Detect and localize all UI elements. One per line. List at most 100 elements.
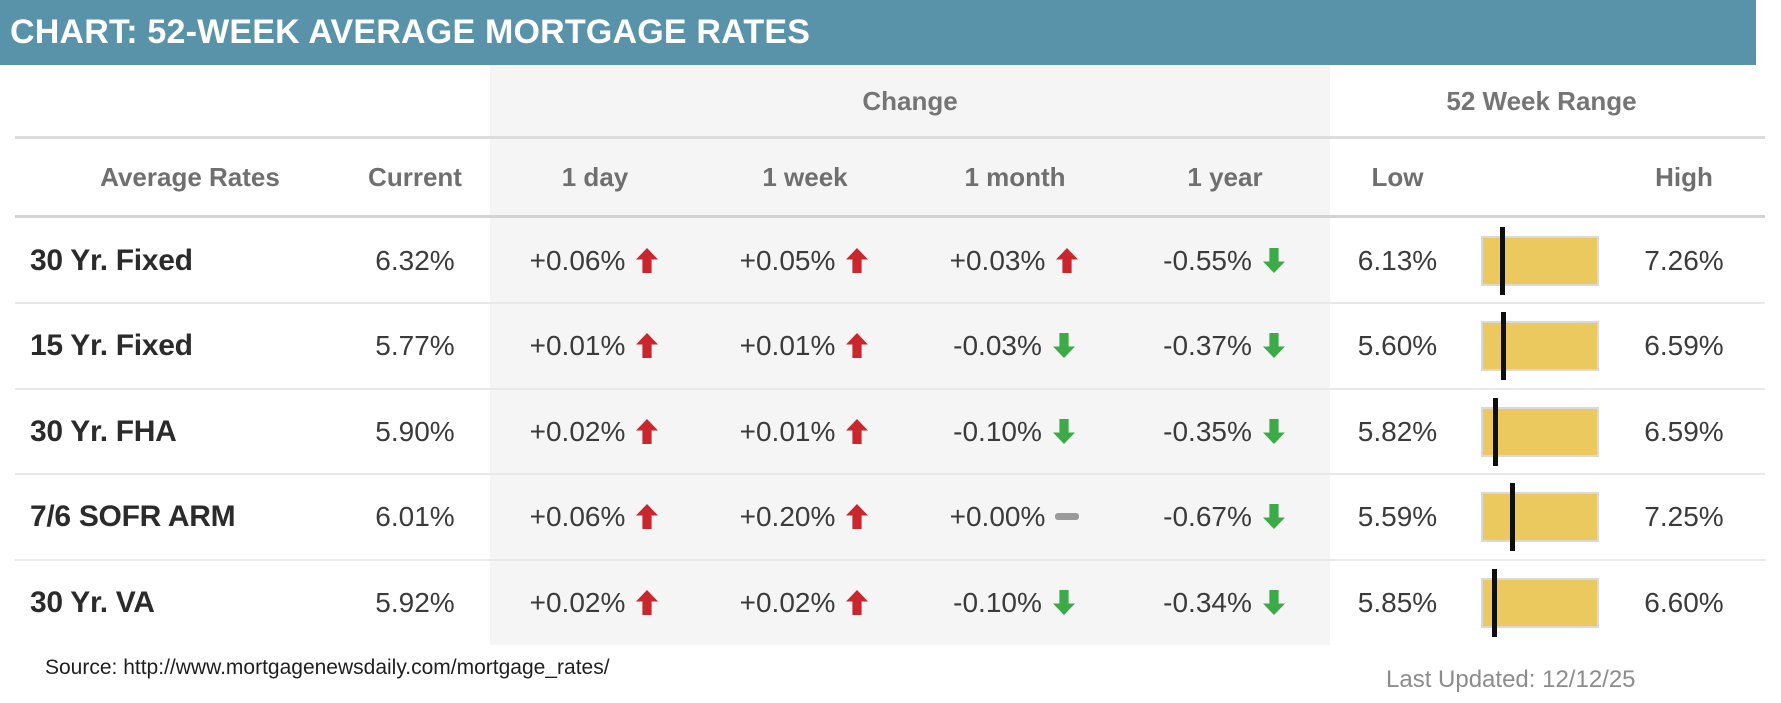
range-high-value: 6.60%: [1644, 586, 1724, 618]
range-bar: [1481, 311, 1599, 380]
title-bar: CHART: 52-WEEK AVERAGE MORTGAGE RATES: [0, 0, 1756, 65]
change-1month-cell: +0.00%: [910, 501, 1120, 533]
change-value: +0.00%: [949, 500, 1046, 532]
range-bar-cell: [1465, 226, 1615, 295]
row-divider: [15, 473, 1765, 475]
table-row: 30 Yr. Fixed 6.32% +0.06% +0.05% +0.03% …: [0, 218, 1781, 303]
change-1year-cell: -0.37%: [1120, 330, 1330, 362]
rate-type-label: 30 Yr. Fixed: [30, 243, 193, 277]
table-row: 30 Yr. FHA 5.90% +0.02% +0.01% -0.10% -0…: [0, 389, 1781, 474]
column-header-row: Average Rates Current 1 day 1 week 1 mon…: [0, 140, 1781, 215]
range-low-value: 5.82%: [1357, 415, 1438, 447]
change-1day-cell: +0.01%: [490, 330, 700, 362]
table-row: 7/6 SOFR ARM 6.01% +0.06% +0.20% +0.00% …: [0, 474, 1781, 559]
current-rate-value: 6.01%: [375, 500, 455, 532]
change-1week-cell: +0.02%: [700, 587, 910, 619]
change-1day-cell: +0.02%: [490, 587, 700, 619]
group-header-row: Change 52 Week Range: [0, 65, 1781, 137]
range-bar: [1481, 568, 1599, 637]
group-header-divider: [15, 136, 1765, 139]
range-bar: [1481, 226, 1599, 295]
change-value: +0.06%: [529, 500, 626, 532]
change-value: -0.10%: [953, 586, 1042, 618]
col-header-1day: 1 day: [561, 162, 629, 192]
change-1month-cell: -0.03%: [910, 330, 1120, 362]
range-high-value: 7.25%: [1644, 500, 1724, 532]
change-1year-cell: -0.67%: [1120, 501, 1330, 533]
change-1week-cell: +0.01%: [700, 416, 910, 448]
current-rate-marker: [1500, 311, 1506, 380]
range-bar: [1481, 482, 1599, 551]
range-low-value: 5.60%: [1357, 329, 1438, 361]
range-bar-cell: [1465, 568, 1615, 637]
row-divider: [15, 559, 1765, 561]
range-bar: [1481, 397, 1599, 466]
change-direction-icon: [1261, 588, 1287, 618]
col-header-1month: 1 month: [964, 162, 1066, 192]
change-direction-icon: [1054, 502, 1080, 532]
change-value: +0.01%: [529, 329, 626, 361]
change-direction-icon: [1054, 246, 1080, 276]
change-direction-icon: [1051, 417, 1077, 447]
change-value: +0.20%: [739, 500, 836, 532]
change-direction-icon: [634, 588, 660, 618]
col-header-current: Current: [368, 162, 462, 192]
change-value: +0.05%: [739, 244, 836, 276]
change-direction-icon: [1261, 417, 1287, 447]
current-rate-marker: [1491, 568, 1497, 637]
change-group-header: Change: [862, 85, 958, 116]
table-row: 30 Yr. VA 5.92% +0.02% +0.02% -0.10% -0.…: [0, 560, 1781, 645]
change-1month-cell: -0.10%: [910, 416, 1120, 448]
change-value: +0.02%: [529, 586, 626, 618]
rate-type-label: 7/6 SOFR ARM: [30, 499, 236, 533]
current-rate-marker: [1500, 226, 1506, 295]
row-divider: [15, 388, 1765, 390]
change-value: -0.34%: [1163, 586, 1252, 618]
change-direction-icon: [844, 417, 870, 447]
change-value: +0.02%: [529, 415, 626, 447]
col-header-1week: 1 week: [762, 162, 848, 192]
col-header-1year: 1 year: [1187, 162, 1263, 192]
change-value: -0.55%: [1163, 244, 1252, 276]
page-title: CHART: 52-WEEK AVERAGE MORTGAGE RATES: [10, 13, 811, 51]
change-1day-cell: +0.06%: [490, 501, 700, 533]
change-value: +0.01%: [739, 415, 836, 447]
change-1week-cell: +0.20%: [700, 501, 910, 533]
source-text: Source: http://www.mortgagenewsdaily.com…: [45, 656, 610, 679]
change-1week-cell: +0.05%: [700, 245, 910, 277]
current-rate-value: 5.90%: [375, 415, 455, 447]
change-direction-icon: [634, 502, 660, 532]
current-rate-value: 5.92%: [375, 586, 455, 618]
last-updated-text: Last Updated: 12/12/25: [1386, 666, 1636, 693]
change-direction-icon: [634, 417, 660, 447]
change-1week-cell: +0.01%: [700, 330, 910, 362]
change-direction-icon: [844, 331, 870, 361]
range-high-value: 6.59%: [1644, 415, 1724, 447]
current-rate-marker: [1492, 397, 1498, 466]
rate-type-label: 30 Yr. FHA: [30, 414, 177, 448]
change-direction-icon: [844, 246, 870, 276]
range-bar-cell: [1465, 311, 1615, 380]
range-low-value: 5.59%: [1357, 500, 1438, 532]
change-1day-cell: +0.02%: [490, 416, 700, 448]
current-rate-marker: [1509, 482, 1515, 551]
change-1year-cell: -0.34%: [1120, 587, 1330, 619]
range-low-value: 5.85%: [1357, 586, 1438, 618]
range-group-header: 52 Week Range: [1446, 85, 1637, 116]
column-header-divider: [15, 215, 1765, 218]
change-value: -0.03%: [953, 329, 1042, 361]
change-value: +0.06%: [529, 244, 626, 276]
range-bar-cell: [1465, 397, 1615, 466]
change-1month-cell: -0.10%: [910, 587, 1120, 619]
change-direction-icon: [844, 588, 870, 618]
change-value: +0.03%: [949, 244, 1046, 276]
current-rate-value: 5.77%: [375, 329, 455, 361]
change-columns-background: [490, 65, 1330, 645]
change-direction-icon: [1261, 502, 1287, 532]
range-high-value: 6.59%: [1644, 329, 1724, 361]
change-direction-icon: [844, 502, 870, 532]
change-1day-cell: +0.06%: [490, 245, 700, 277]
change-direction-icon: [634, 331, 660, 361]
col-header-low: Low: [1371, 162, 1424, 192]
